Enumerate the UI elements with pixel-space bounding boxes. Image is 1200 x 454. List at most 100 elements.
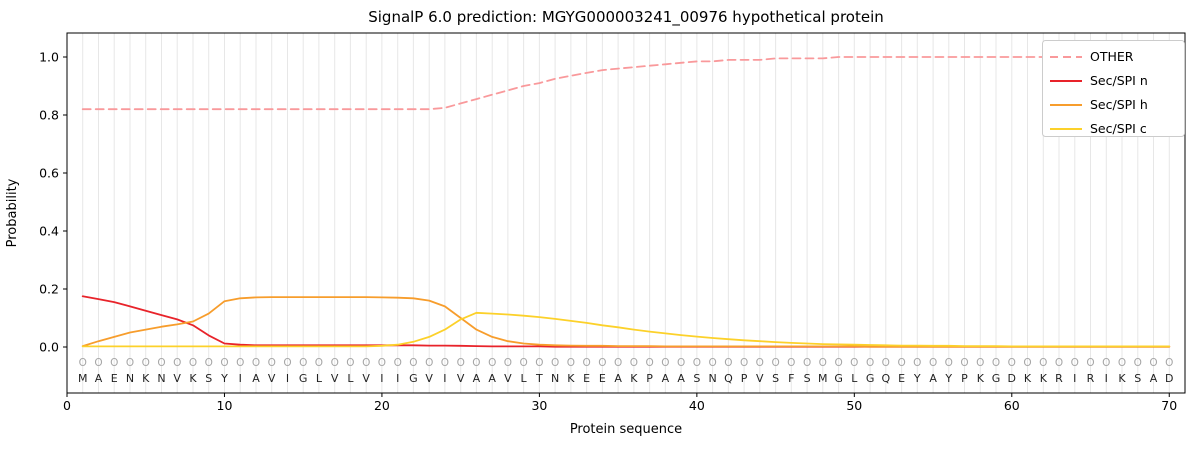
x-tick-label: 40 bbox=[689, 398, 705, 413]
residue-char: K bbox=[977, 372, 985, 385]
residue-char: L bbox=[521, 372, 528, 385]
probability-curves bbox=[81, 56, 1171, 348]
annotation-char: O bbox=[598, 357, 606, 369]
residue-char: A bbox=[95, 372, 103, 385]
annotation-char: O bbox=[1118, 357, 1126, 369]
residue-char: F bbox=[788, 372, 794, 385]
annotation-char: O bbox=[960, 357, 968, 369]
residue-char: Q bbox=[881, 372, 890, 385]
x-tick-label: 20 bbox=[374, 398, 390, 413]
residue-char: G bbox=[834, 372, 843, 385]
annotation-char: O bbox=[173, 357, 181, 369]
residue-char: A bbox=[488, 372, 496, 385]
annotation-char: O bbox=[771, 357, 779, 369]
residue-char: I bbox=[239, 372, 242, 385]
annotation-char: O bbox=[189, 357, 197, 369]
annotation-char: O bbox=[992, 357, 1000, 369]
residue-char: I bbox=[286, 372, 289, 385]
annotation-char: O bbox=[913, 357, 921, 369]
annotation-char: O bbox=[708, 357, 716, 369]
residue-char: L bbox=[851, 372, 858, 385]
x-axis-ticks: 0 10 20 30 40 50 60 70 bbox=[63, 393, 1177, 413]
annotation-char: O bbox=[819, 357, 827, 369]
residue-char: K bbox=[142, 372, 150, 385]
y-tick-label: 0.0 bbox=[39, 340, 59, 355]
x-tick-label: 0 bbox=[63, 398, 71, 413]
annotation-char: O bbox=[425, 357, 433, 369]
curve-sec-spi-h bbox=[81, 296, 1171, 348]
annotation-char: O bbox=[488, 357, 496, 369]
residue-char: M bbox=[78, 372, 88, 385]
residue-char: S bbox=[205, 372, 212, 385]
x-tick-label: 60 bbox=[1004, 398, 1020, 413]
residue-char: I bbox=[1105, 372, 1108, 385]
residue-char: A bbox=[677, 372, 685, 385]
annotation-char: O bbox=[315, 357, 323, 369]
annotation-char: O bbox=[740, 357, 748, 369]
x-axis-label: Protein sequence bbox=[570, 422, 682, 437]
y-tick-label: 0.8 bbox=[39, 108, 59, 123]
legend-entry-sec-spi-h: Sec/SPI h bbox=[1050, 97, 1148, 112]
annotation-char: O bbox=[803, 357, 811, 369]
annotation-char: O bbox=[693, 357, 701, 369]
annotation-char: O bbox=[724, 357, 732, 369]
legend-entry-sec-spi-c: Sec/SPI c bbox=[1050, 121, 1147, 136]
residue-char: A bbox=[252, 372, 260, 385]
legend-label-other: OTHER bbox=[1090, 49, 1134, 64]
annotation-char: O bbox=[1039, 357, 1047, 369]
plot-title: SignalP 6.0 prediction: MGYG000003241_00… bbox=[368, 8, 884, 27]
residue-char: E bbox=[583, 372, 590, 385]
annotation-char: O bbox=[850, 357, 858, 369]
annotation-char: O bbox=[519, 357, 527, 369]
residue-char: N bbox=[126, 372, 134, 385]
residue-char: A bbox=[473, 372, 481, 385]
annotation-char: O bbox=[1102, 357, 1110, 369]
annotation-char: O bbox=[394, 357, 402, 369]
annotation-char: O bbox=[1149, 357, 1157, 369]
legend-box bbox=[1042, 40, 1185, 137]
annotation-char: O bbox=[441, 357, 449, 369]
annotation-char: O bbox=[94, 357, 102, 369]
residue-char: E bbox=[898, 372, 905, 385]
residue-char: P bbox=[646, 372, 653, 385]
annotation-char: O bbox=[787, 357, 795, 369]
residue-char: I bbox=[443, 372, 446, 385]
annotation-char: O bbox=[582, 357, 590, 369]
residue-char: E bbox=[111, 372, 118, 385]
annotation-char: O bbox=[630, 357, 638, 369]
annotation-char: O bbox=[866, 357, 874, 369]
residue-char: K bbox=[1040, 372, 1048, 385]
residue-char: E bbox=[599, 372, 606, 385]
residue-char: V bbox=[425, 372, 433, 385]
residue-char: V bbox=[504, 372, 512, 385]
residue-char: T bbox=[535, 372, 543, 385]
legend-label-sec-spi-h: Sec/SPI h bbox=[1090, 97, 1148, 112]
annotation-char: O bbox=[1071, 357, 1079, 369]
annotation-char: O bbox=[126, 357, 134, 369]
annotation-char: O bbox=[567, 357, 575, 369]
residue-char: Y bbox=[913, 372, 921, 385]
annotation-char: O bbox=[110, 357, 118, 369]
annotation-char: O bbox=[551, 357, 559, 369]
residue-char: D bbox=[1008, 372, 1016, 385]
residue-char: S bbox=[804, 372, 811, 385]
residue-char: A bbox=[929, 372, 937, 385]
x-tick-label: 50 bbox=[846, 398, 862, 413]
legend-entry-other: OTHER bbox=[1050, 49, 1134, 64]
annotation-char: O bbox=[331, 357, 339, 369]
residue-char: N bbox=[708, 372, 716, 385]
annotation-char: O bbox=[614, 357, 622, 369]
residue-char: V bbox=[362, 372, 370, 385]
annotation-char: O bbox=[283, 357, 291, 369]
residue-char: K bbox=[189, 372, 197, 385]
x-tick-label: 10 bbox=[217, 398, 233, 413]
plot-border bbox=[66, 32, 1186, 394]
legend-label-sec-spi-n: Sec/SPI n bbox=[1090, 73, 1148, 88]
residue-char: R bbox=[1087, 372, 1095, 385]
annotation-char: O bbox=[157, 357, 165, 369]
residue-char: G bbox=[299, 372, 308, 385]
legend: OTHER Sec/SPI n Sec/SPI h Sec/SPI c bbox=[1042, 40, 1185, 137]
